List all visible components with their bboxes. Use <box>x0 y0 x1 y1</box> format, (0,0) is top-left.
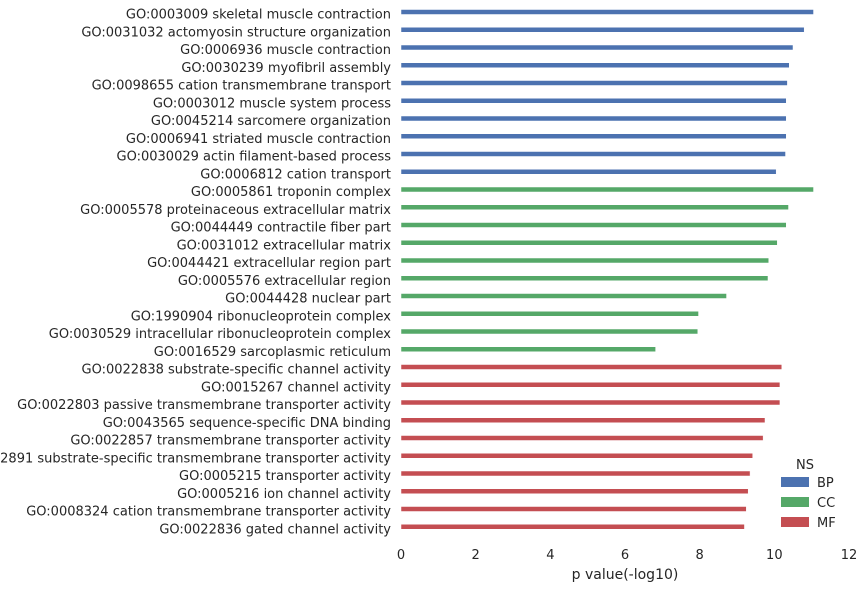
bar-cc-2 <box>400 222 787 228</box>
x-tick-label: 10 <box>766 548 783 563</box>
category-label: GO:0022857 transmembrane transporter act… <box>70 434 391 449</box>
x-axis-title: p value(-log10) <box>572 567 679 583</box>
legend-label-cc: CC <box>817 496 835 511</box>
bar-mf-0 <box>400 364 783 370</box>
category-label: GO:0044421 extracellular region part <box>147 256 391 271</box>
category-label: GO:0015267 channel activity <box>201 380 391 395</box>
bars <box>400 9 814 530</box>
legend-title: NS <box>796 458 814 473</box>
bar-bp-2 <box>400 44 794 51</box>
bar-mf-8 <box>400 506 747 512</box>
bar-mf-3 <box>400 417 766 423</box>
bar-bp-6 <box>400 115 787 122</box>
bar-cc-4 <box>400 257 769 264</box>
bar-mf-9 <box>400 524 745 530</box>
bar-bp-1 <box>400 27 805 33</box>
category-label: GO:0022891 substrate-specific transmembr… <box>0 451 391 466</box>
category-label: GO:0043565 sequence-specific DNA binding <box>103 416 391 431</box>
bar-mf-7 <box>400 488 749 494</box>
x-tick-label: 6 <box>621 548 629 563</box>
bar-mf-6 <box>400 470 751 477</box>
legend-swatch-mf <box>781 517 809 527</box>
category-label: GO:0044449 contractile fiber part <box>171 221 391 236</box>
category-label: GO:0022838 substrate-specific channel ac… <box>82 363 392 378</box>
bar-cc-9 <box>400 346 656 352</box>
bar-mf-4 <box>400 435 764 441</box>
legend-label-bp: BP <box>817 476 834 491</box>
category-label: GO:0003009 skeletal muscle contraction <box>126 8 391 23</box>
bar-mf-5 <box>400 453 753 459</box>
category-label: GO:0006812 cation transport <box>200 167 391 182</box>
bar-bp-4 <box>400 80 788 86</box>
category-label: GO:0005576 extracellular region <box>178 274 391 289</box>
category-labels: GO:0003009 skeletal muscle contraction GO… <box>0 8 391 538</box>
category-label: GO:0030239 myofibril assembly <box>181 61 391 76</box>
category-label: GO:0022836 gated channel activity <box>159 522 391 537</box>
x-axis: 0 2 4 6 8 10 12 <box>397 548 857 563</box>
bar-cc-3 <box>400 240 778 246</box>
bar-bp-3 <box>400 62 790 68</box>
category-label: GO:0005861 troponin complex <box>191 185 391 200</box>
category-label: GO:0030029 actin filament-based process <box>117 150 392 165</box>
bar-bp-7 <box>400 133 787 139</box>
bar-cc-6 <box>400 293 727 299</box>
bar-cc-7 <box>400 311 699 317</box>
bar-cc-0 <box>400 186 814 193</box>
category-label: GO:0005578 proteinaceous extracellular m… <box>80 203 391 218</box>
category-label: GO:0006941 striated muscle contraction <box>126 132 391 147</box>
x-tick-label: 12 <box>841 548 858 563</box>
category-label: GO:0045214 sarcomere organization <box>151 114 391 129</box>
category-label: GO:0098655 cation transmembrane transpor… <box>92 79 391 94</box>
category-label: GO:0005215 transporter activity <box>179 469 391 484</box>
bar-cc-8 <box>400 328 699 335</box>
legend-swatch-cc <box>781 497 809 507</box>
legend: NS BP CC MF <box>781 458 836 531</box>
legend-label-mf: MF <box>817 516 836 531</box>
category-label: GO:1990904 ribonucleoprotein complex <box>131 309 392 324</box>
category-label: GO:0031032 actomyosin structure organiza… <box>81 25 391 40</box>
category-label: GO:0031012 extracellular matrix <box>177 238 392 253</box>
category-label: GO:0016529 sarcoplasmic reticulum <box>154 345 391 360</box>
category-label: GO:0005216 ion channel activity <box>177 487 391 502</box>
bar-mf-1 <box>400 382 781 388</box>
bar-mf-2 <box>400 399 781 406</box>
bar-bp-8 <box>400 151 786 157</box>
category-label: GO:0008324 cation transmembrane transpor… <box>26 505 391 520</box>
legend-swatch-bp <box>781 477 809 487</box>
bar-bp-5 <box>400 98 787 104</box>
x-tick-label: 2 <box>472 548 480 563</box>
bar-bp-9 <box>400 169 777 175</box>
bar-cc-5 <box>400 275 769 281</box>
category-label: GO:0044428 nuclear part <box>225 292 391 307</box>
category-label: GO:0030529 intracellular ribonucleoprote… <box>49 327 392 342</box>
bar-bp-0 <box>400 9 814 15</box>
category-label: GO:0006936 muscle contraction <box>180 43 391 58</box>
x-tick-label: 4 <box>546 548 554 563</box>
x-tick-label: 0 <box>397 548 405 563</box>
x-tick-label: 8 <box>696 548 704 563</box>
category-label: GO:0022803 passive transmembrane transpo… <box>17 398 391 413</box>
category-label: GO:0003012 muscle system process <box>153 96 391 111</box>
bar-cc-1 <box>400 204 789 210</box>
